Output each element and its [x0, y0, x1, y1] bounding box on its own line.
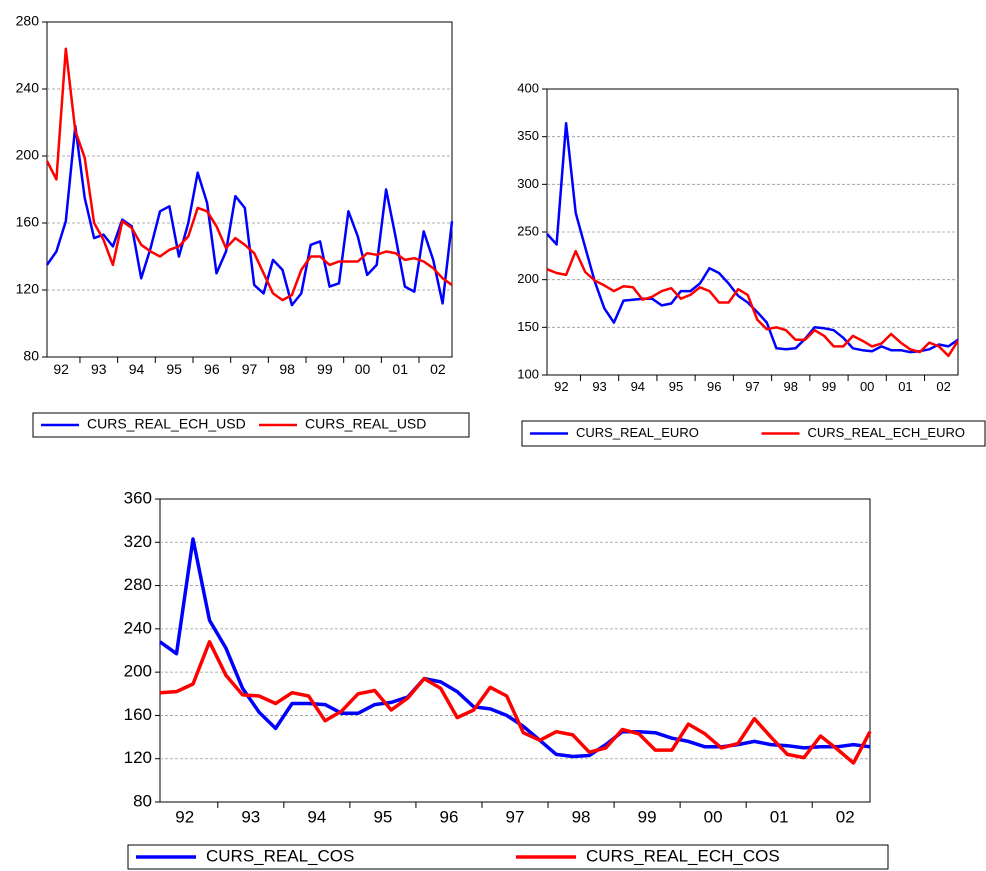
series-line — [159, 640, 872, 765]
x-tick-label: 97 — [506, 808, 525, 827]
x-tick-label: 01 — [898, 379, 912, 394]
legend-box — [521, 420, 986, 447]
x-tick-label: 99 — [822, 379, 836, 394]
x-tick-label: 93 — [241, 808, 260, 827]
x-tick-label: 92 — [53, 361, 69, 377]
chart: 80 120 160 200 240 280 320 360 92 93 94 95 96 97 98 99 0… — [124, 488, 889, 870]
y-tick-label: 300 — [517, 176, 539, 191]
legend-box — [32, 412, 470, 438]
x-tick-label: 98 — [279, 361, 295, 377]
x-tick-label: 96 — [204, 361, 220, 377]
x-tick-label: 01 — [770, 808, 789, 827]
y-tick-label: 240 — [124, 618, 152, 637]
y-tick-label: 320 — [124, 532, 152, 551]
x-tick-label: 95 — [166, 361, 182, 377]
series-line — [45, 47, 453, 302]
y-tick-label: 120 — [124, 748, 152, 767]
x-tick-label: 94 — [631, 379, 645, 394]
x-tick-label: 02 — [936, 379, 950, 394]
x-tick-label: 02 — [836, 808, 855, 827]
legend-label: CURS_REAL_ECH_EURO — [808, 425, 966, 440]
legend-label: CURS_REAL_ECH_USD — [87, 416, 246, 432]
series-line — [158, 537, 871, 759]
y-tick-label: 360 — [124, 488, 152, 507]
x-tick-label: 00 — [355, 361, 371, 377]
series-line — [546, 249, 960, 358]
legend-label: CURS_REAL_COS — [206, 846, 354, 865]
x-tick-label: 99 — [638, 808, 657, 827]
x-tick-label: 00 — [860, 379, 874, 394]
y-tick-label: 160 — [16, 214, 40, 230]
legend-label: CURS_REAL_ECH_COS — [586, 846, 780, 865]
legend-label: CURS_REAL_USD — [305, 416, 426, 432]
x-tick-label: 99 — [317, 361, 333, 377]
y-tick-label: 100 — [517, 366, 539, 381]
x-tick-label: 96 — [707, 379, 721, 394]
x-tick-label: 93 — [592, 379, 606, 394]
y-tick-label: 120 — [16, 281, 40, 297]
y-tick-label: 280 — [16, 13, 40, 29]
x-tick-label: 97 — [242, 361, 258, 377]
y-tick-label: 350 — [517, 128, 539, 143]
x-tick-label: 97 — [745, 379, 759, 394]
y-tick-label: 200 — [16, 147, 40, 163]
x-tick-label: 95 — [669, 379, 683, 394]
plot-frame — [46, 21, 453, 358]
y-tick-label: 80 — [23, 348, 39, 364]
y-tick-label: 280 — [124, 575, 152, 594]
y-tick-label: 250 — [517, 223, 539, 238]
y-tick-label: 240 — [16, 80, 40, 96]
series-line — [546, 122, 959, 354]
y-tick-label: 80 — [133, 791, 152, 810]
x-tick-label: 94 — [129, 361, 145, 377]
x-tick-label: 92 — [554, 379, 568, 394]
y-tick-label: 150 — [517, 319, 539, 334]
x-tick-label: 98 — [572, 808, 591, 827]
x-tick-label: 95 — [373, 808, 392, 827]
y-tick-label: 400 — [517, 80, 539, 95]
x-tick-label: 01 — [392, 361, 408, 377]
x-tick-label: 93 — [91, 361, 107, 377]
x-tick-label: 96 — [439, 808, 458, 827]
y-tick-label: 200 — [124, 662, 152, 681]
legend-label: CURS_REAL_EURO — [576, 425, 699, 440]
x-tick-label: 94 — [307, 808, 326, 827]
x-tick-label: 02 — [430, 361, 446, 377]
chart: 80 120 160 200 240 280 92 93 94 95 96 97 98 99 00 01 02 C… — [16, 13, 470, 438]
x-tick-label: 98 — [783, 379, 797, 394]
chart: 100 150 200 250 300 350 400 92 93 94 95 96 97 98 99 00 0… — [517, 80, 986, 447]
x-tick-label: 92 — [175, 808, 194, 827]
legend-box — [127, 844, 889, 870]
series-line — [45, 124, 454, 307]
y-tick-label: 160 — [124, 705, 152, 724]
plot-frame — [159, 498, 871, 803]
x-tick-label: 00 — [704, 808, 723, 827]
y-tick-label: 200 — [517, 271, 539, 286]
